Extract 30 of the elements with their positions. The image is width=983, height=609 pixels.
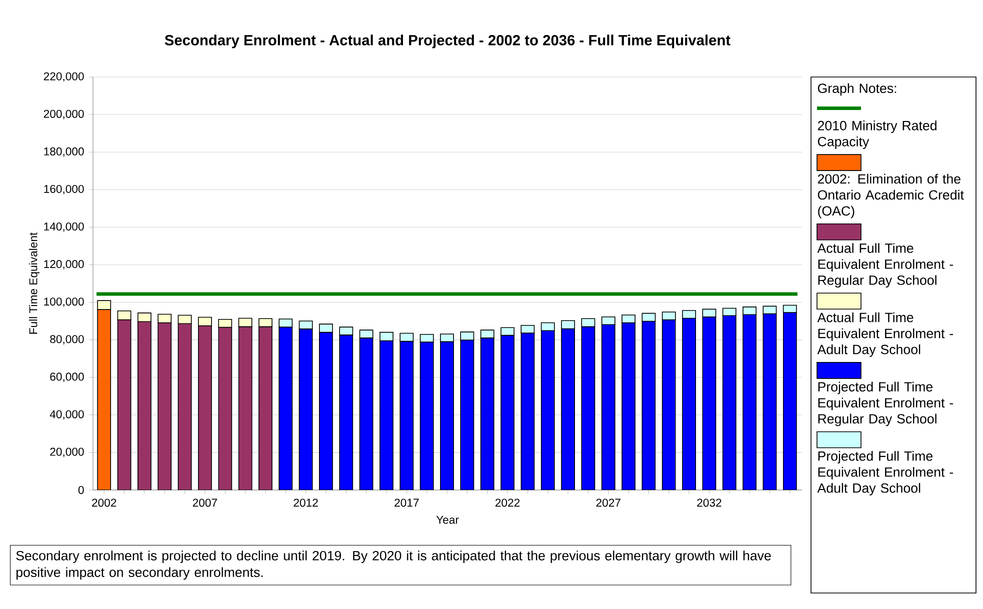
y-tick-label: 180,000 — [44, 147, 84, 157]
x-tick-label: 2027 — [596, 498, 620, 507]
x-tick-label: 2017 — [394, 498, 419, 507]
legend-label: Actual Full Time Equivalent Enrolment - Adult Day School — [817, 312, 954, 357]
y-tick-label: 100,000 — [44, 298, 84, 307]
y-tick-label: 20,000 — [50, 448, 84, 458]
text: Secondary enrolment is projected to decline until 2019. By 2020 it is anticipated that the previous elementary growth will have positive impact on secondary enrolments. — [16, 550, 771, 580]
y-tick-label: 160,000 — [44, 184, 84, 194]
y-tick-label: 120,000 — [44, 260, 84, 270]
x-tick-label: 2022 — [495, 498, 520, 507]
y-tick-label: 40,000 — [50, 410, 84, 420]
chart-title: Secondary Enrolment - Actual and Projected - 2002 to 2036 - Full Time Equivalent — [164, 34, 730, 48]
y-tick-label: 80,000 — [50, 335, 84, 344]
y-tick-label: 0 — [78, 486, 84, 494]
x-tick-label: 2002 — [92, 498, 116, 507]
x-tick-label: 2007 — [192, 498, 217, 507]
x-tick-label: 2032 — [697, 498, 722, 507]
legend-label: Projected Full Time Equivalent Enrolment - Adult Day School — [817, 451, 954, 496]
x-tick-label: 2012 — [294, 498, 318, 507]
legend-label: 2002: Elimination of the Ontario Academic Credit (OAC) — [818, 174, 964, 218]
x-axis-title: Year — [436, 516, 459, 524]
legend-label: Projected Full Time Equivalent Enrolment - Regular Day School — [818, 382, 954, 426]
legend-label: 2010 Ministry Rated Capacity — [818, 120, 936, 149]
legend-label: Actual Full Time Equivalent Enrolment - Regular Day School — [817, 243, 954, 288]
legend-title: Graph Notes: — [818, 83, 896, 96]
y-tick-label: 60,000 — [50, 372, 84, 382]
y-tick-label: 200,000 — [44, 110, 84, 120]
y-tick-label: 220,000 — [44, 72, 84, 82]
y-tick-label: 140,000 — [44, 222, 84, 232]
y-axis-title: Full Time Equivalent — [28, 232, 40, 334]
